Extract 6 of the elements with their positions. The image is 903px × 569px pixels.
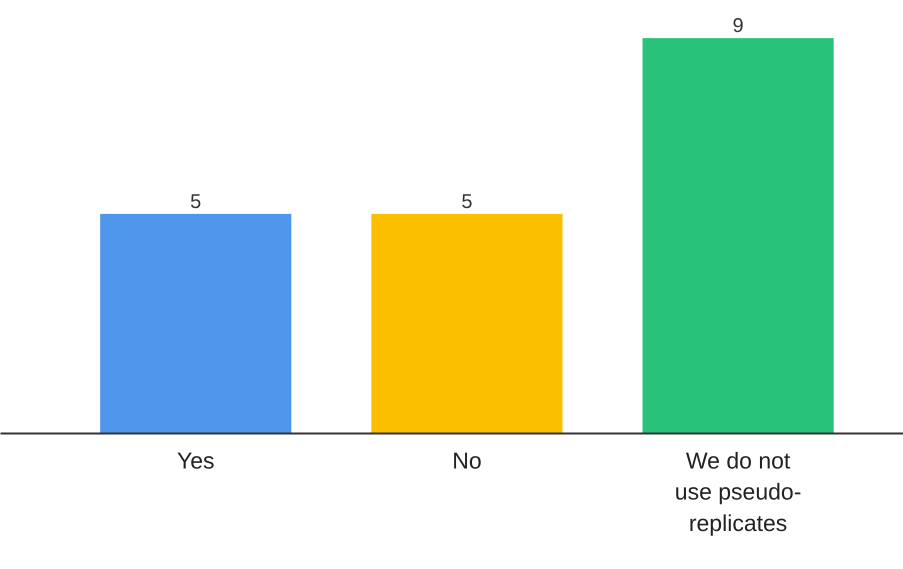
x-tick-label: No xyxy=(452,448,482,474)
data-label: 9 xyxy=(732,15,744,38)
x-tick-label: We do not use pseudo-replicates xyxy=(674,448,802,536)
x-tick-label: Yes xyxy=(176,448,215,474)
data-label: 5 xyxy=(190,190,202,213)
data-label: 5 xyxy=(461,190,472,213)
